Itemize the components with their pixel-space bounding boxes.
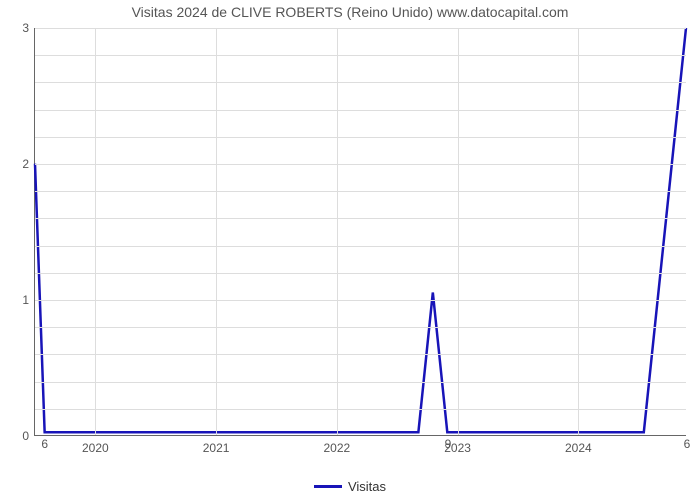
x-gridline <box>95 28 96 435</box>
y-minor-gridline <box>35 137 686 138</box>
plot-area: 012320202021202220232024696 <box>34 28 686 436</box>
y-tick-label: 2 <box>22 157 35 171</box>
x-tick-label: 2020 <box>82 435 109 455</box>
x-gridline <box>337 28 338 435</box>
series-line <box>35 28 686 432</box>
data-point-label: 9 <box>445 435 452 451</box>
line-chart-svg <box>35 28 686 435</box>
y-minor-gridline <box>35 191 686 192</box>
y-tick-label: 0 <box>22 429 35 443</box>
x-gridline <box>578 28 579 435</box>
y-minor-gridline <box>35 55 686 56</box>
data-point-label: 6 <box>41 435 48 451</box>
y-minor-gridline <box>35 354 686 355</box>
y-minor-gridline <box>35 82 686 83</box>
x-gridline <box>458 28 459 435</box>
legend-item-visitas: Visitas <box>314 479 386 494</box>
legend-swatch <box>314 485 342 488</box>
y-gridline <box>35 28 686 29</box>
y-minor-gridline <box>35 382 686 383</box>
legend-label: Visitas <box>348 479 386 494</box>
y-minor-gridline <box>35 327 686 328</box>
y-tick-label: 3 <box>22 21 35 35</box>
x-tick-label: 2021 <box>203 435 230 455</box>
data-point-label: 6 <box>684 435 691 451</box>
x-gridline <box>216 28 217 435</box>
y-gridline <box>35 164 686 165</box>
x-tick-label: 2022 <box>323 435 350 455</box>
y-minor-gridline <box>35 273 686 274</box>
y-gridline <box>35 300 686 301</box>
y-minor-gridline <box>35 409 686 410</box>
x-tick-label: 2024 <box>565 435 592 455</box>
y-minor-gridline <box>35 218 686 219</box>
y-tick-label: 1 <box>22 293 35 307</box>
y-minor-gridline <box>35 110 686 111</box>
legend: Visitas <box>0 475 700 494</box>
chart-title: Visitas 2024 de CLIVE ROBERTS (Reino Uni… <box>0 4 700 20</box>
y-minor-gridline <box>35 246 686 247</box>
